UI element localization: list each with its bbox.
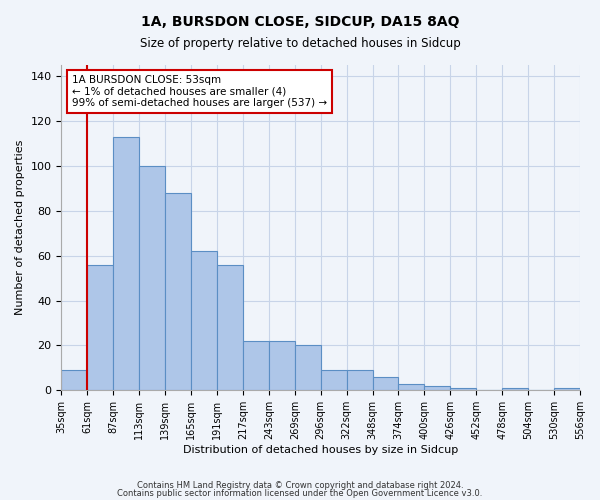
- Bar: [88, 264, 113, 390]
- Bar: [321, 370, 347, 390]
- Bar: [347, 370, 373, 390]
- Bar: [165, 193, 191, 390]
- Bar: [269, 341, 295, 390]
- Y-axis label: Number of detached properties: Number of detached properties: [15, 140, 25, 316]
- Text: 1A, BURSDON CLOSE, SIDCUP, DA15 8AQ: 1A, BURSDON CLOSE, SIDCUP, DA15 8AQ: [141, 15, 459, 29]
- Text: Contains public sector information licensed under the Open Government Licence v3: Contains public sector information licen…: [118, 488, 482, 498]
- Bar: [373, 377, 398, 390]
- Bar: [398, 384, 424, 390]
- Bar: [554, 388, 580, 390]
- X-axis label: Distribution of detached houses by size in Sidcup: Distribution of detached houses by size …: [183, 445, 458, 455]
- Bar: [502, 388, 528, 390]
- Bar: [191, 251, 217, 390]
- Bar: [61, 370, 88, 390]
- Bar: [139, 166, 165, 390]
- Bar: [424, 386, 451, 390]
- Text: Contains HM Land Registry data © Crown copyright and database right 2024.: Contains HM Land Registry data © Crown c…: [137, 481, 463, 490]
- Bar: [451, 388, 476, 390]
- Bar: [295, 346, 321, 391]
- Text: Size of property relative to detached houses in Sidcup: Size of property relative to detached ho…: [140, 38, 460, 51]
- Bar: [217, 264, 243, 390]
- Bar: [243, 341, 269, 390]
- Bar: [113, 137, 139, 390]
- Text: 1A BURSDON CLOSE: 53sqm
← 1% of detached houses are smaller (4)
99% of semi-deta: 1A BURSDON CLOSE: 53sqm ← 1% of detached…: [72, 75, 327, 108]
